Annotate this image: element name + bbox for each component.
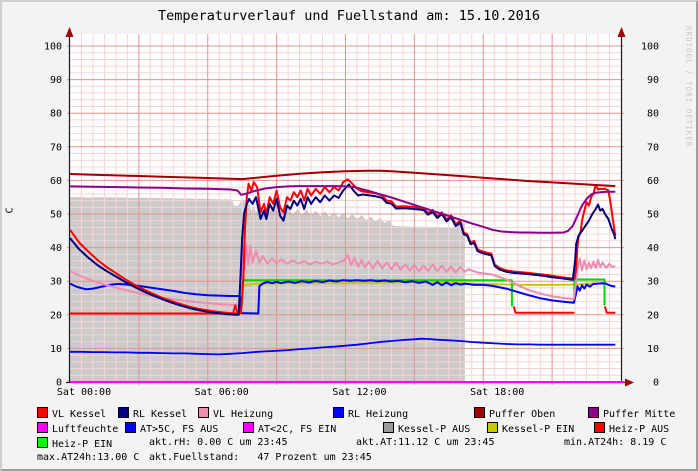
left-axis-arrow (65, 27, 74, 37)
y-tick-label-right: 70 (647, 142, 659, 153)
y-tick-label-right: 0 (653, 378, 659, 389)
legend-label: Heiz-P AUS (609, 424, 670, 435)
legend-item-heiz-p-ein: Heiz-P EIN (37, 437, 112, 450)
y-tick-label-right: 80 (647, 109, 659, 120)
heiz-p-aus-line (603, 306, 616, 314)
legend-item-rl-heizung: RL Heizung (333, 407, 408, 420)
legend-item-at-2c-fs-ein: AT<2C, FS EIN (243, 422, 336, 435)
legend-label: Luftfeuchte (52, 424, 119, 435)
x-tick-label: Sat 18:00 (470, 387, 524, 398)
heiz-p-aus-line (512, 306, 575, 314)
y-tick-label-left: 10 (50, 344, 62, 355)
legend-swatch (118, 407, 129, 418)
y-tick-label-left: 40 (50, 243, 62, 254)
legend-label: RL Kessel (133, 409, 188, 420)
legend-item-at-5c-fs-aus: AT>5C, FS AUS (125, 422, 218, 435)
legend-swatch (487, 422, 498, 433)
vl-kessel-line (69, 178, 617, 315)
legend-swatch (588, 407, 599, 418)
legend-item-vl-heizung: VL Heizung (198, 407, 273, 420)
y-tick-label-right: 100 (641, 42, 659, 53)
legend-label: AT<2C, FS EIN (258, 424, 337, 435)
y-tick-label-left: 90 (50, 75, 62, 86)
y-tick-label-right: 90 (647, 75, 659, 86)
info-akt-rh: akt.rH: 0.00 C um 23:45 (149, 437, 288, 448)
legend-item-luftfeuchte: Luftfeuchte (37, 422, 118, 435)
legend-label: Puffer Mitte (603, 409, 676, 420)
info-akt-at: akt.AT:11.12 C um 23:45 (356, 437, 495, 448)
legend-swatch (594, 422, 605, 433)
y-tick-label-left: 30 (50, 277, 62, 288)
legend-label: AT>5C, FS AUS (140, 424, 219, 435)
legend-label: Puffer Oben (489, 409, 556, 420)
legend-item-rl-kessel: RL Kessel (118, 407, 187, 420)
legend-label: Heiz-P EIN (52, 439, 113, 450)
legend-swatch (37, 437, 48, 448)
legend-item-kessel-p-aus: Kessel-P AUS (383, 422, 470, 435)
legend-item-puffer-oben: Puffer Oben (474, 407, 555, 420)
legend-label: Kessel-P AUS (398, 424, 471, 435)
legend-item-vl-kessel: VL Kessel (37, 407, 106, 420)
legend-swatch (37, 407, 48, 418)
x-tick-label: Sat 12:00 (332, 387, 386, 398)
legend-swatch (198, 407, 209, 418)
y-tick-label-right: 20 (647, 310, 659, 321)
legend-swatch (243, 422, 254, 433)
info-akt-fuellstand: akt.Fuellstand: 47 Prozent um 23:45 (149, 452, 372, 463)
legend-swatch (333, 407, 344, 418)
rl-kessel-line (69, 183, 617, 316)
info-max-at24h: max.AT24h:13.00 C (37, 452, 140, 463)
info-min-at24h: min.AT24h: 8.19 C (564, 437, 667, 448)
legend-swatch (383, 422, 394, 433)
legend-label: Kessel-P EIN (502, 424, 575, 435)
y-tick-label-left: 100 (44, 42, 62, 53)
fuellstand-area (70, 196, 465, 382)
y-tick-label-right: 50 (647, 210, 659, 221)
legend-item-puffer-mitte: Puffer Mitte (588, 407, 675, 420)
y-tick-label-right: 60 (647, 176, 659, 187)
legend-item-kessel-p-ein: Kessel-P EIN (487, 422, 574, 435)
y-tick-label-left: 20 (50, 310, 62, 321)
rl-heizung-line (69, 279, 616, 315)
right-axis-arrow (617, 27, 626, 37)
legend-swatch (37, 422, 48, 433)
y-tick-label-left: 0 (56, 378, 62, 389)
legend-label: VL Kessel (52, 409, 107, 420)
legend-label: VL Heizung (213, 409, 274, 420)
y-tick-label-left: 50 (50, 210, 62, 221)
y-tick-label-left: 70 (50, 142, 62, 153)
y-tick-label-right: 10 (647, 344, 659, 355)
chart-title: Temperaturverlauf und Fuellstand am: 15.… (157, 8, 540, 24)
x-tick-label: Sat 00:00 (57, 387, 111, 398)
y-tick-label-right: 40 (647, 243, 659, 254)
legend-label: RL Heizung (348, 409, 409, 420)
legend-swatch (125, 422, 136, 433)
puffer-mitte-line (69, 185, 616, 234)
y-tick-label-left: 80 (50, 109, 62, 120)
legend-item-heiz-p-aus: Heiz-P AUS (594, 422, 669, 435)
x-tick-label: Sat 06:00 (195, 387, 249, 398)
x-axis-arrow (625, 378, 634, 387)
legend-swatch (474, 407, 485, 418)
puffer-oben-line (69, 169, 616, 188)
y-tick-label-right: 30 (647, 277, 659, 288)
rrdtool-watermark: RRDTOOL / TOBI OETIKER (684, 26, 693, 148)
y-tick-label-left: 60 (50, 176, 62, 187)
at-aussentemp-line (70, 337, 616, 356)
